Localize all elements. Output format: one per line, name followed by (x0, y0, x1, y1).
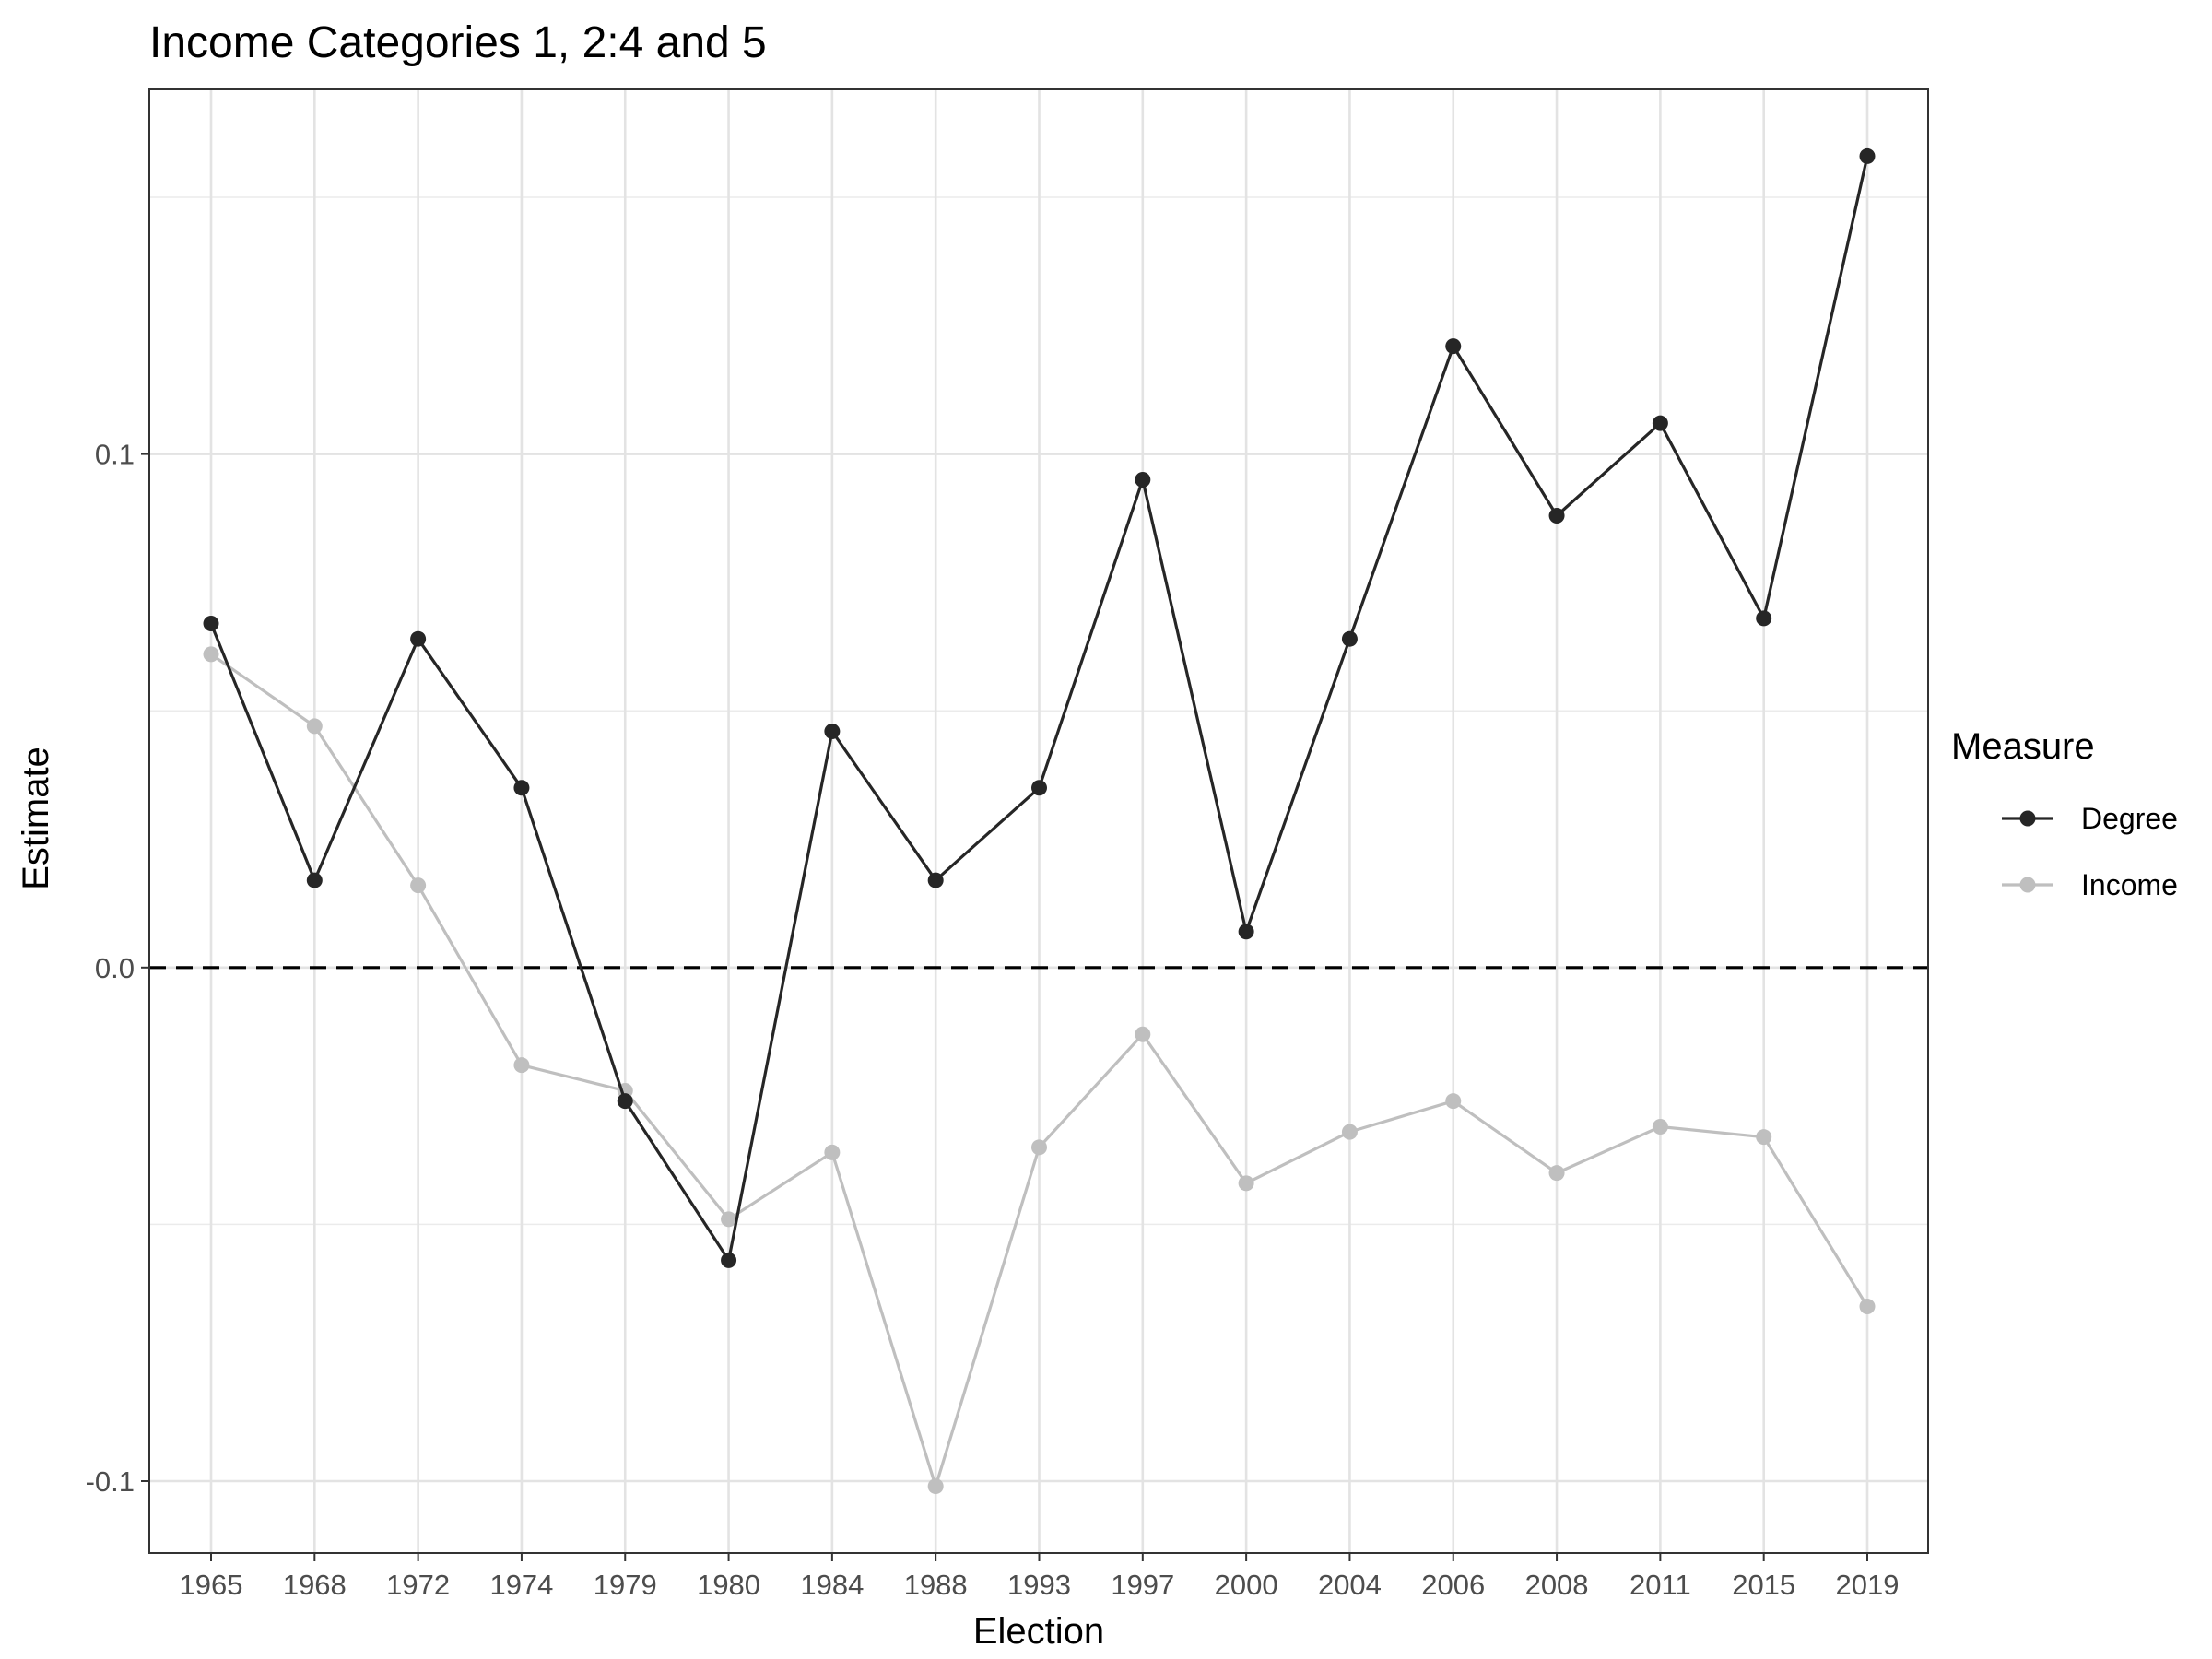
data-point-income (1548, 1165, 1565, 1182)
y-tick-label: 0.1 (95, 439, 135, 471)
x-tick-label: 2011 (1630, 1569, 1691, 1601)
legend: Measure Degree Income (1951, 726, 2178, 901)
data-point-degree (1341, 630, 1358, 647)
data-point-income (1756, 1129, 1772, 1146)
x-tick-label: 2008 (1525, 1569, 1589, 1601)
data-point-degree (824, 723, 841, 739)
legend-key-point (2019, 877, 2036, 893)
x-tick-label: 2006 (1421, 1569, 1485, 1601)
y-tick-label: 0.0 (95, 952, 135, 984)
data-point-degree (306, 872, 323, 888)
data-point-degree (410, 630, 427, 647)
data-point-income (410, 877, 427, 894)
series-income (203, 646, 1876, 1495)
x-axis-title: Election (973, 1611, 1104, 1652)
data-point-degree (203, 615, 219, 631)
x-tick-label: 1988 (904, 1569, 968, 1601)
data-point-degree (1652, 415, 1668, 431)
y-tick-label: -0.1 (86, 1465, 135, 1498)
data-point-income (1445, 1093, 1462, 1110)
x-tick-label: 2000 (1215, 1569, 1278, 1601)
x-tick-label: 1980 (697, 1569, 760, 1601)
data-point-income (306, 718, 323, 735)
data-point-degree (617, 1093, 633, 1110)
x-tick-label: 1993 (1007, 1569, 1071, 1601)
x-tick-label: 1997 (1111, 1569, 1174, 1601)
data-point-income (1135, 1026, 1151, 1042)
x-tick-label: 2004 (1318, 1569, 1382, 1601)
data-point-degree (1031, 780, 1047, 796)
series (203, 147, 1876, 1495)
data-point-income (513, 1057, 530, 1074)
data-point-income (1859, 1299, 1876, 1315)
grid (149, 89, 1928, 1553)
legend-item-degree: Degree (2002, 802, 2178, 835)
y-axis: -0.1 0.0 0.1 (86, 439, 149, 1498)
data-point-income (1341, 1124, 1358, 1140)
data-point-income (824, 1144, 841, 1160)
legend-label: Degree (2081, 802, 2178, 835)
legend-key-point (2019, 810, 2036, 827)
data-point-income (927, 1478, 944, 1495)
data-point-degree (1756, 610, 1772, 627)
data-point-degree (1548, 507, 1565, 524)
data-point-degree (1859, 147, 1876, 164)
x-tick-label: 1984 (800, 1569, 864, 1601)
x-tick-label: 2019 (1836, 1569, 1900, 1601)
data-point-income (721, 1211, 737, 1228)
data-point-income (1031, 1139, 1047, 1156)
x-tick-label: 1972 (386, 1569, 450, 1601)
data-point-degree (721, 1252, 737, 1268)
y-axis-title: Estimate (16, 747, 56, 890)
data-point-degree (1445, 338, 1462, 355)
data-point-degree (513, 780, 530, 796)
data-point-degree (1135, 471, 1151, 488)
x-tick-label: 1979 (594, 1569, 657, 1601)
x-tick-label: 1965 (180, 1569, 243, 1601)
data-point-income (1238, 1175, 1254, 1192)
legend-title: Measure (1951, 726, 2095, 767)
legend-item-income: Income (2002, 868, 2178, 901)
x-tick-label: 1968 (283, 1569, 347, 1601)
data-point-income (1652, 1119, 1668, 1135)
x-axis: 1965 1968 1972 1974 1979 1980 1984 1988 1993 1997… (180, 1553, 1900, 1601)
x-tick-label: 1974 (489, 1569, 553, 1601)
chart-title: Income Categories 1, 2:4 and 5 (149, 18, 767, 67)
x-tick-label: 2015 (1732, 1569, 1795, 1601)
data-point-degree (1238, 924, 1254, 940)
series-degree (203, 147, 1876, 1268)
legend-label: Income (2081, 868, 2178, 901)
data-point-income (203, 646, 219, 663)
data-point-degree (927, 872, 944, 888)
